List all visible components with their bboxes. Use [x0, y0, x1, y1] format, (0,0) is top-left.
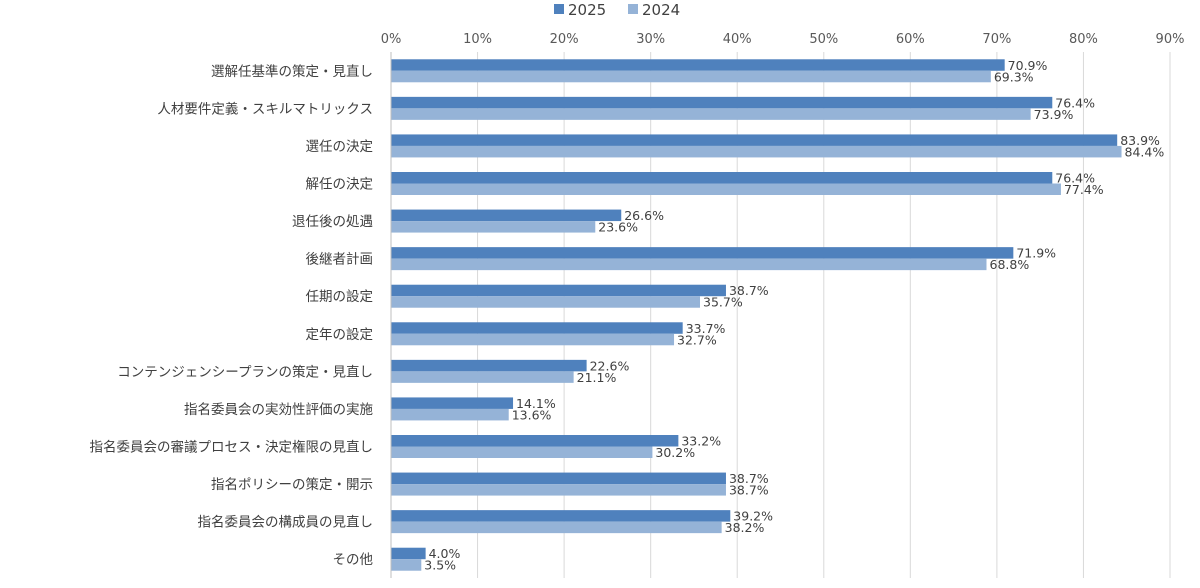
- value-label-2024: 73.9%: [1034, 107, 1074, 122]
- category-label: 指名ポリシーの策定・開示: [211, 476, 373, 493]
- bar-2024: [391, 333, 675, 346]
- value-label-2025: 70.9%: [1008, 58, 1048, 73]
- x-tick-label: 80%: [1069, 32, 1098, 47]
- bar-2025: [391, 134, 1118, 146]
- bar-2025: [391, 322, 683, 334]
- gridlines: [477, 52, 1171, 578]
- category-labels: 選解任基準の策定・見直し人材要件定義・スキルマトリックス選任の決定解任の決定退任…: [90, 63, 374, 568]
- category-label: 指名委員会の実効性評価の実施: [184, 402, 373, 418]
- bar-2024: [391, 221, 596, 233]
- category-label: 解任の決定: [306, 177, 374, 193]
- category-label: 定年の設定: [306, 327, 374, 343]
- bar-2025: [391, 209, 622, 222]
- category-label: その他: [333, 552, 374, 568]
- x-tick-label: 10%: [463, 32, 492, 47]
- value-labels: 70.9%69.3%76.4%73.9%83.9%84.4%76.4%77.4%…: [424, 58, 1164, 573]
- x-tick-label: 50%: [809, 32, 838, 47]
- value-label-2025: 76.4%: [1055, 95, 1095, 110]
- bar-2025: [391, 96, 1053, 109]
- x-tick-label: 30%: [636, 32, 665, 47]
- bar-2025: [391, 547, 426, 560]
- value-label-2024: 69.3%: [994, 69, 1034, 84]
- bar-2024: [391, 559, 422, 571]
- bar-2024: [391, 446, 653, 458]
- value-label-2024: 13.6%: [512, 407, 552, 422]
- value-label-2025: 38.7%: [729, 283, 769, 298]
- value-label-2025: 83.9%: [1120, 133, 1160, 148]
- legend-swatch-2025: [554, 4, 564, 14]
- bar-2025: [391, 472, 726, 485]
- value-label-2025: 26.6%: [624, 208, 664, 223]
- bar-2024: [391, 296, 701, 308]
- bar-2025: [391, 247, 1014, 259]
- legend: 2025 2024: [554, 1, 680, 19]
- bar-2024: [391, 484, 726, 496]
- bar-2024: [391, 108, 1031, 120]
- x-tick-label: 60%: [896, 32, 925, 47]
- category-label: 後継者計画: [306, 252, 374, 268]
- bar-2025: [391, 59, 1005, 71]
- bar-2024: [391, 183, 1061, 195]
- value-label-2024: 77.4%: [1064, 182, 1104, 197]
- bar-2025: [391, 284, 726, 297]
- x-tick-label: 20%: [550, 32, 579, 47]
- value-label-2025: 33.2%: [681, 434, 721, 449]
- value-label-2024: 35.7%: [703, 295, 743, 310]
- bar-2025: [391, 435, 679, 447]
- bar-2024: [391, 145, 1122, 158]
- x-axis-ticks: 0% 10% 20% 30% 40% 50% 60% 70% 80% 90%: [381, 32, 1185, 47]
- x-tick-label: 40%: [723, 32, 752, 47]
- category-label: 指名委員会の構成員の見直し: [198, 515, 374, 531]
- legend-swatch-2024: [628, 4, 638, 14]
- bar-2024: [391, 371, 574, 383]
- x-tick-label: 70%: [982, 32, 1011, 47]
- bar-2024: [391, 70, 991, 83]
- x-tick-label: 90%: [1156, 32, 1185, 47]
- value-label-2025: 4.0%: [429, 546, 461, 561]
- value-label-2024: 21.1%: [577, 370, 617, 385]
- category-label: 人材要件定義・スキルマトリックス: [157, 100, 373, 117]
- category-label: 退任後の処遇: [292, 214, 373, 230]
- bar-2024: [391, 258, 987, 271]
- value-label-2025: 38.7%: [729, 471, 769, 486]
- bar-2024: [391, 521, 722, 534]
- category-label: 指名委員会の審議プロセス・決定権限の見直し: [90, 439, 374, 456]
- value-label-2025: 33.7%: [686, 321, 726, 336]
- value-label-2025: 14.1%: [516, 396, 556, 411]
- category-label: コンテンジェンシープランの策定・見直し: [117, 363, 373, 380]
- bar-2025: [391, 397, 514, 409]
- value-label-2024: 68.8%: [990, 257, 1030, 272]
- value-label-2024: 38.7%: [729, 483, 769, 498]
- legend-label-2024: 2024: [642, 1, 680, 19]
- value-label-2024: 84.4%: [1125, 144, 1165, 159]
- value-label-2024: 30.2%: [655, 445, 695, 460]
- value-label-2024: 23.6%: [598, 220, 638, 235]
- bar-2024: [391, 408, 509, 421]
- value-label-2025: 22.6%: [590, 358, 630, 373]
- value-label-2025: 76.4%: [1055, 171, 1095, 186]
- value-label-2025: 71.9%: [1016, 246, 1056, 261]
- value-label-2025: 39.2%: [733, 509, 773, 524]
- bar-2025: [391, 172, 1053, 184]
- value-label-2024: 38.2%: [725, 520, 765, 535]
- category-label: 選任の決定: [306, 139, 374, 155]
- category-label: 選解任基準の策定・見直し: [211, 63, 373, 80]
- bar-2025: [391, 359, 587, 372]
- bar-2025: [391, 510, 731, 522]
- value-label-2024: 3.5%: [424, 558, 456, 573]
- x-tick-label: 0%: [381, 32, 402, 47]
- bars: [391, 59, 1122, 571]
- value-label-2024: 32.7%: [677, 332, 717, 347]
- legend-label-2025: 2025: [568, 1, 606, 19]
- category-label: 任期の設定: [306, 289, 374, 305]
